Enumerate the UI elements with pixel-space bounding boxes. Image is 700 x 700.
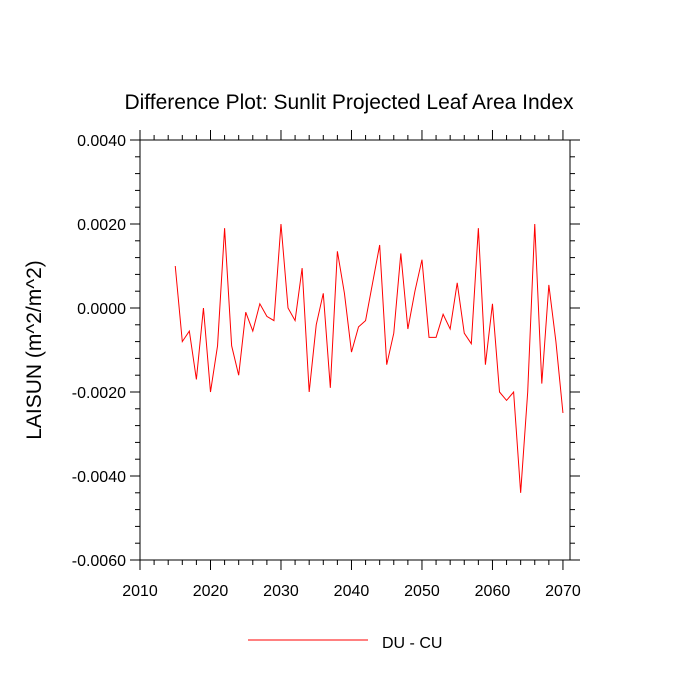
data-point <box>477 227 479 229</box>
chart-title: Difference Plot: Sunlit Projected Leaf A… <box>124 91 574 114</box>
data-point <box>195 378 197 380</box>
data-point <box>174 265 176 267</box>
major-ticks <box>130 130 580 570</box>
data-point <box>470 343 472 345</box>
data-point <box>350 351 352 353</box>
data-point <box>223 227 225 229</box>
data-point <box>400 252 402 254</box>
x-tick-labels: 2010 2020 2030 2040 2050 2060 2070 <box>122 583 581 600</box>
data-point <box>428 336 430 338</box>
x-tick-label: 2010 <box>122 583 158 600</box>
x-tick-label: 2020 <box>193 583 229 600</box>
data-point <box>519 492 521 494</box>
y-tick-label: -0.0060 <box>72 553 126 570</box>
data-point <box>237 374 239 376</box>
data-point <box>188 330 190 332</box>
x-tick-label: 2040 <box>334 583 370 600</box>
x-tick-label: 2070 <box>545 583 581 600</box>
data-point <box>393 332 395 334</box>
data-point <box>209 391 211 393</box>
data-point <box>371 282 373 284</box>
data-point <box>322 292 324 294</box>
data-point <box>442 313 444 315</box>
y-tick-label: 0.0020 <box>77 217 126 234</box>
data-point <box>301 267 303 269</box>
series-points <box>174 223 564 494</box>
data-point <box>329 387 331 389</box>
y-tick-label: 0.0000 <box>77 301 126 318</box>
data-point <box>421 259 423 261</box>
data-point <box>407 328 409 330</box>
data-point <box>252 330 254 332</box>
data-point <box>294 319 296 321</box>
y-tick-label: 0.0040 <box>77 133 126 150</box>
x-tick-label: 2050 <box>404 583 440 600</box>
data-point <box>364 319 366 321</box>
data-point <box>449 328 451 330</box>
data-point <box>343 292 345 294</box>
data-point <box>541 382 543 384</box>
y-tick-label: -0.0040 <box>72 469 126 486</box>
data-point <box>505 399 507 401</box>
data-point <box>245 311 247 313</box>
data-point <box>555 340 557 342</box>
data-point <box>562 412 564 414</box>
data-point <box>230 345 232 347</box>
data-point <box>435 336 437 338</box>
data-point <box>280 223 282 225</box>
data-point <box>357 326 359 328</box>
data-point <box>287 307 289 309</box>
data-point <box>414 290 416 292</box>
data-point <box>315 324 317 326</box>
minor-ticks <box>135 135 575 565</box>
data-point <box>484 364 486 366</box>
data-point <box>259 303 261 305</box>
y-tick-labels: -0.0060 -0.0040 -0.0020 0.0000 0.0020 0.0040 <box>72 133 126 570</box>
data-point <box>498 391 500 393</box>
y-tick-label: -0.0020 <box>72 385 126 402</box>
data-point <box>512 391 514 393</box>
data-point <box>216 345 218 347</box>
data-point <box>273 319 275 321</box>
data-point <box>463 332 465 334</box>
data-point <box>534 223 536 225</box>
data-point <box>378 244 380 246</box>
data-point <box>548 284 550 286</box>
x-tick-label: 2030 <box>263 583 299 600</box>
series-line-du-cu <box>174 223 564 493</box>
data-point <box>456 282 458 284</box>
data-point <box>202 307 204 309</box>
plot-frame <box>139 139 571 561</box>
data-point <box>491 303 493 305</box>
data-point <box>386 364 388 366</box>
data-point <box>336 250 338 252</box>
x-tick-label: 2060 <box>475 583 511 600</box>
data-point <box>266 315 268 317</box>
data-point <box>527 391 529 393</box>
data-point <box>181 340 183 342</box>
data-point <box>308 391 310 393</box>
legend-label: DU - CU <box>382 635 442 652</box>
y-axis-label: LAISUN (m^2/m^2) <box>23 260 46 440</box>
